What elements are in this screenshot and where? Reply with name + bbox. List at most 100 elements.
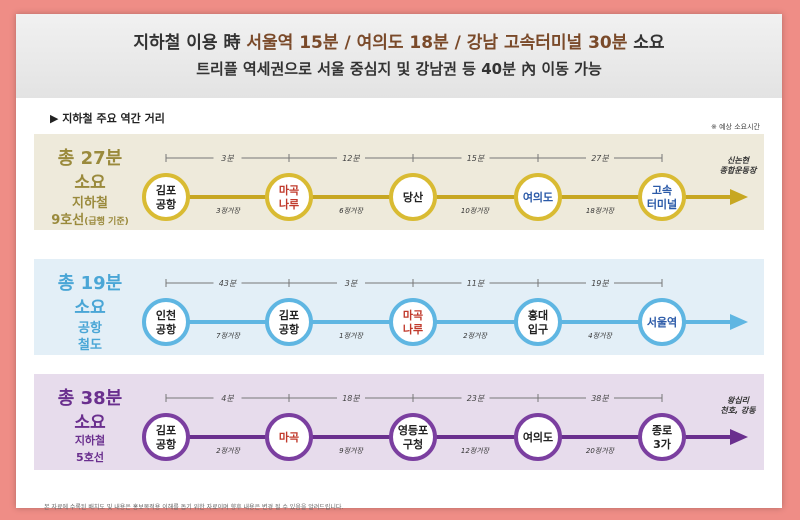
- line9-station-name: 마곡: [279, 183, 299, 197]
- airport-segment-label: 1정거장: [339, 332, 364, 340]
- line9-time-bg: [461, 152, 490, 164]
- line5-summary: 총 38분 소요 지하철 5호선: [34, 374, 146, 470]
- airport-total-suffix: 소요: [74, 298, 106, 318]
- airport-time-label: 19분: [591, 279, 609, 288]
- line9-station-circle: [638, 173, 686, 221]
- airport-station-name: 홍대: [528, 308, 548, 322]
- page-frame: 지하철 이용 時 서울역 15분 / 여의도 18분 / 강남 고속터미널 30…: [16, 14, 782, 511]
- airport-time-bg: [213, 277, 242, 289]
- line5-segment-label: 9정거장: [339, 447, 364, 455]
- line9-station-circle: [389, 173, 437, 221]
- line5-total: 총 38분: [57, 388, 123, 409]
- line5-total-suffix: 소요: [74, 413, 106, 433]
- line9-name-text: 9호선: [51, 213, 85, 228]
- line5-station-name: 김포: [156, 424, 176, 437]
- header-line-1-suffix: 소요: [627, 33, 665, 53]
- line9-segment-label: 3정거장: [216, 207, 241, 215]
- airport-station-name: 마곡: [403, 308, 423, 322]
- line9-station-name: 김포: [156, 184, 176, 197]
- line9-station-circle: [142, 173, 190, 221]
- line5-type: 지하철: [74, 434, 106, 447]
- line5-station-circle: [142, 413, 190, 461]
- airport-station-circle: [142, 298, 190, 346]
- line9-time-label: 27분: [591, 154, 609, 163]
- airport-station-circle: [265, 298, 313, 346]
- line5-station-name-2: 구청: [403, 437, 423, 451]
- airport-station-circle: [638, 298, 686, 346]
- line5-station-name-2: 3가: [653, 437, 671, 451]
- line5-time-bg: [461, 392, 490, 404]
- airport-station-circle: [389, 298, 437, 346]
- line5-station-name: 마곡: [279, 430, 299, 444]
- line9-time-label: 15분: [467, 154, 485, 163]
- line5-segment-label: 12정거장: [461, 447, 491, 455]
- line9-station-name-2: 공항: [156, 197, 176, 211]
- line9-time-bg: [586, 152, 614, 164]
- line9-summary: 총 27분 소요 지하철 9호선(급행 기준): [34, 134, 146, 230]
- airport-name: 철도: [78, 338, 102, 353]
- airport-station-name: 인천: [156, 308, 176, 322]
- airport-station-name-2: 공항: [156, 322, 176, 336]
- line9-station-circle: [514, 173, 562, 221]
- line5-station-circle: [514, 413, 562, 461]
- time-note: ※ 예상 소요시간: [711, 123, 760, 131]
- line9-time-bg: [337, 152, 365, 164]
- airport-segment-label: 7정거장: [216, 332, 241, 340]
- line9-segment-label: 10정거장: [461, 207, 491, 215]
- line5-station-name: 영등포: [398, 424, 428, 437]
- line5-time-bg: [213, 392, 242, 404]
- line9-route-arrow: [730, 189, 748, 205]
- line5-name: 5호선: [76, 451, 104, 464]
- airport-time-bg: [461, 277, 490, 289]
- airport-time-label: 3분: [345, 279, 358, 288]
- line5-time-bg: [337, 392, 365, 404]
- airport-time-label: 11분: [467, 279, 485, 288]
- line5-route-arrow: [730, 429, 748, 445]
- line9-name: 9호선(급행 기준): [34, 209, 146, 228]
- line5-station-name: 여의도: [523, 430, 553, 444]
- line5-time-label: 23분: [467, 394, 485, 403]
- line5-end-label: 왕십리: [727, 396, 751, 405]
- line9-end-label: 신논현: [727, 156, 751, 165]
- line9-station-name: 고속: [652, 184, 672, 197]
- line9-total-suffix: 소요: [74, 173, 106, 193]
- section-subtitle: ▶ 지하철 주요 역간 거리: [50, 112, 165, 125]
- airport-station-name-2: 공항: [279, 322, 299, 336]
- airport-total: 총 19분: [57, 273, 123, 294]
- airport-route-arrow: [730, 314, 748, 330]
- line5-station-circle: [389, 413, 437, 461]
- line9-segment-label: 18정거장: [586, 207, 616, 215]
- footer-disclaimer: 본 자료에 수록된 배치도 및 내용은 홍보목적용 이해를 돕기 위한 자료이며…: [44, 504, 344, 511]
- header-line-1-highlight: 서울역 15분 / 여의도 18분 / 강남 고속터미널 30분: [246, 33, 628, 53]
- line5-station-name: 종로: [652, 424, 672, 437]
- line9-station-name: 여의도: [523, 190, 553, 204]
- line5-time-bg: [586, 392, 614, 404]
- line9-segment-label: 6정거장: [339, 207, 364, 215]
- airport-station-name: 김포: [279, 309, 299, 322]
- line5-segment-label: 20정거장: [586, 447, 616, 455]
- line9-station-name-2: 나루: [279, 197, 299, 211]
- airport-summary: 총 19분 소요 공항 철도: [34, 259, 146, 355]
- line5-time-label: 18분: [342, 394, 360, 403]
- header-line-2: 트리플 역세권으로 서울 중심지 및 강남권 등 40분 內 이동 가능: [196, 60, 602, 78]
- line9-express-note: (급행 기준): [84, 217, 129, 227]
- line5-end-label-2: 천호, 강동: [720, 406, 756, 415]
- line9-type: 지하철: [72, 196, 108, 211]
- line5-station-name-2: 공항: [156, 437, 176, 451]
- airport-time-bg: [337, 277, 365, 289]
- line9-end-label-2: 종합운동장: [720, 166, 758, 175]
- airport-station-name-2: 나루: [403, 322, 423, 336]
- line9-station-circle: [265, 173, 313, 221]
- line9-time-label: 12분: [342, 154, 360, 163]
- header-line-1-prefix: 지하철 이용 時: [133, 33, 247, 53]
- airport-segment-label: 2정거장: [463, 332, 488, 340]
- line5-segment-label: 2정거장: [216, 447, 241, 455]
- line5-station-circle: [265, 413, 313, 461]
- line5-station-circle: [638, 413, 686, 461]
- line9-station-name: 당산: [403, 190, 423, 204]
- line5-time-label: 4분: [221, 394, 234, 403]
- airport-segment-label: 4정거장: [588, 332, 613, 340]
- airport-station-name: 서울역: [647, 315, 677, 329]
- airport-station-circle: [514, 298, 562, 346]
